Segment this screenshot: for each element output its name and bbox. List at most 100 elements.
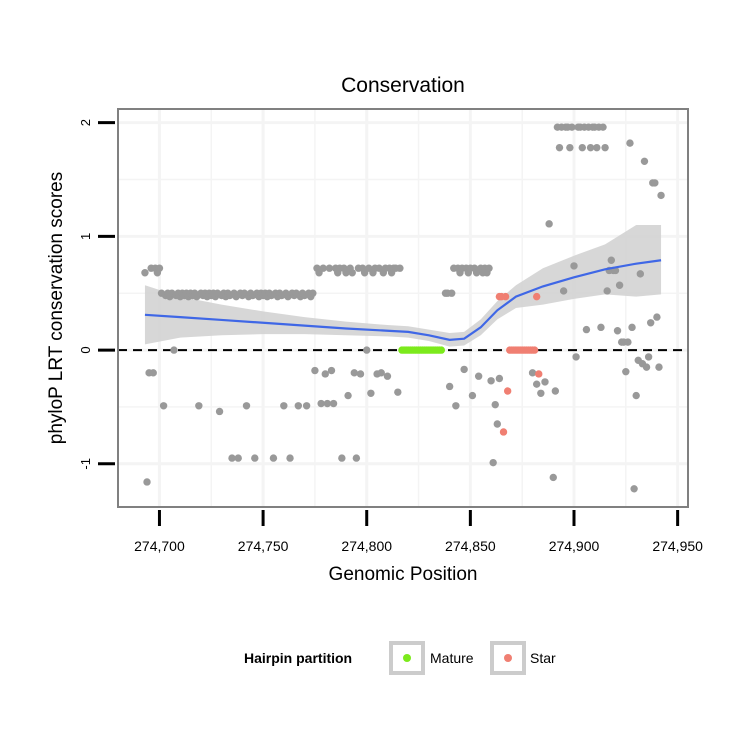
point-other [445, 382, 454, 391]
point-other [545, 220, 553, 228]
point-other [294, 402, 303, 410]
point-other [642, 363, 651, 371]
point-other [566, 143, 574, 152]
point-other [460, 365, 468, 374]
point-mature [437, 346, 446, 354]
point-other [367, 389, 375, 397]
point-other [377, 369, 385, 377]
point-other [537, 389, 545, 397]
point-other [228, 454, 236, 462]
point-other [280, 402, 288, 410]
point-other [155, 264, 164, 272]
point-other [234, 454, 242, 462]
point-other [487, 377, 495, 385]
point-other [311, 366, 319, 375]
smooth-line [144, 259, 662, 341]
point-other [323, 399, 332, 408]
point-other [350, 369, 358, 377]
point-other [356, 370, 365, 378]
legend-swatch-mature [403, 654, 411, 662]
legend-title: Hairpin partition [244, 650, 352, 666]
y-tick-label: 0 [78, 346, 93, 353]
point-other [286, 454, 294, 462]
point-other [644, 353, 653, 361]
point-star [530, 346, 539, 354]
point-other [578, 143, 586, 152]
point-other [630, 485, 638, 493]
legend-swatch-star [504, 654, 512, 662]
point-other [242, 402, 251, 410]
confidence-band-area [144, 224, 662, 347]
legend-label-star: Star [530, 650, 556, 666]
point-other [628, 323, 636, 332]
x-tick-label: 274,800 [341, 538, 392, 554]
point-other [396, 264, 404, 272]
point-other [651, 179, 659, 187]
point-other [149, 369, 157, 377]
point-other [327, 366, 336, 375]
point-other [344, 391, 352, 400]
y-tick-label: 1 [78, 233, 93, 240]
point-other [383, 372, 392, 380]
point-other [572, 353, 580, 361]
smooth-fit [144, 259, 662, 341]
point-other [559, 287, 568, 295]
point-other [551, 387, 560, 395]
y-axis-label: phyloP LRT conservation scores [46, 172, 67, 445]
point-other [532, 380, 541, 388]
point-star [501, 292, 510, 301]
x-tick-label: 274,950 [652, 538, 703, 554]
point-other [141, 269, 149, 277]
point-other [195, 402, 203, 410]
point-other [555, 143, 564, 152]
point-other [646, 319, 655, 327]
point-other [615, 281, 624, 289]
point-other [586, 143, 595, 152]
point-other [269, 454, 278, 462]
x-tick-label: 274,900 [549, 538, 600, 554]
point-other [601, 143, 609, 152]
point-other [159, 402, 168, 410]
point-other [597, 323, 605, 332]
point-other [348, 269, 356, 277]
point-other [319, 264, 327, 272]
point-other [495, 374, 504, 383]
point-other [607, 256, 616, 264]
point-other [452, 402, 460, 410]
point-other [549, 473, 557, 482]
point-other [491, 400, 499, 409]
point-other [603, 287, 611, 295]
plot-frame [117, 108, 689, 508]
point-other [363, 346, 371, 354]
point-other [325, 264, 334, 272]
point-other [582, 325, 591, 334]
point-other [653, 313, 661, 321]
legend-label-mature: Mature [430, 650, 474, 666]
point-star [535, 370, 543, 378]
point-other [626, 139, 634, 147]
point-other [528, 369, 537, 377]
point-other [613, 327, 622, 335]
point-other [541, 378, 549, 386]
point-other [317, 399, 325, 408]
point-other [593, 143, 601, 152]
data-points [141, 123, 665, 493]
point-other [321, 370, 329, 378]
point-other [468, 391, 477, 400]
point-star [503, 387, 512, 395]
x-axis-label: Genomic Position [329, 564, 478, 585]
x-axis: 274,700 274,750 274,800 274,850 274,900 274,9… [134, 510, 703, 554]
point-other [568, 123, 576, 131]
confidence-band [144, 224, 662, 347]
chart-title: Conservation [341, 74, 465, 97]
point-other [624, 338, 632, 346]
point-other [657, 191, 665, 200]
point-other [636, 270, 645, 278]
point-other [493, 420, 502, 428]
point-star [532, 292, 541, 301]
point-other [485, 264, 493, 272]
point-other [309, 289, 317, 297]
point-other [570, 262, 578, 270]
y-tick-label: 2 [78, 119, 93, 126]
